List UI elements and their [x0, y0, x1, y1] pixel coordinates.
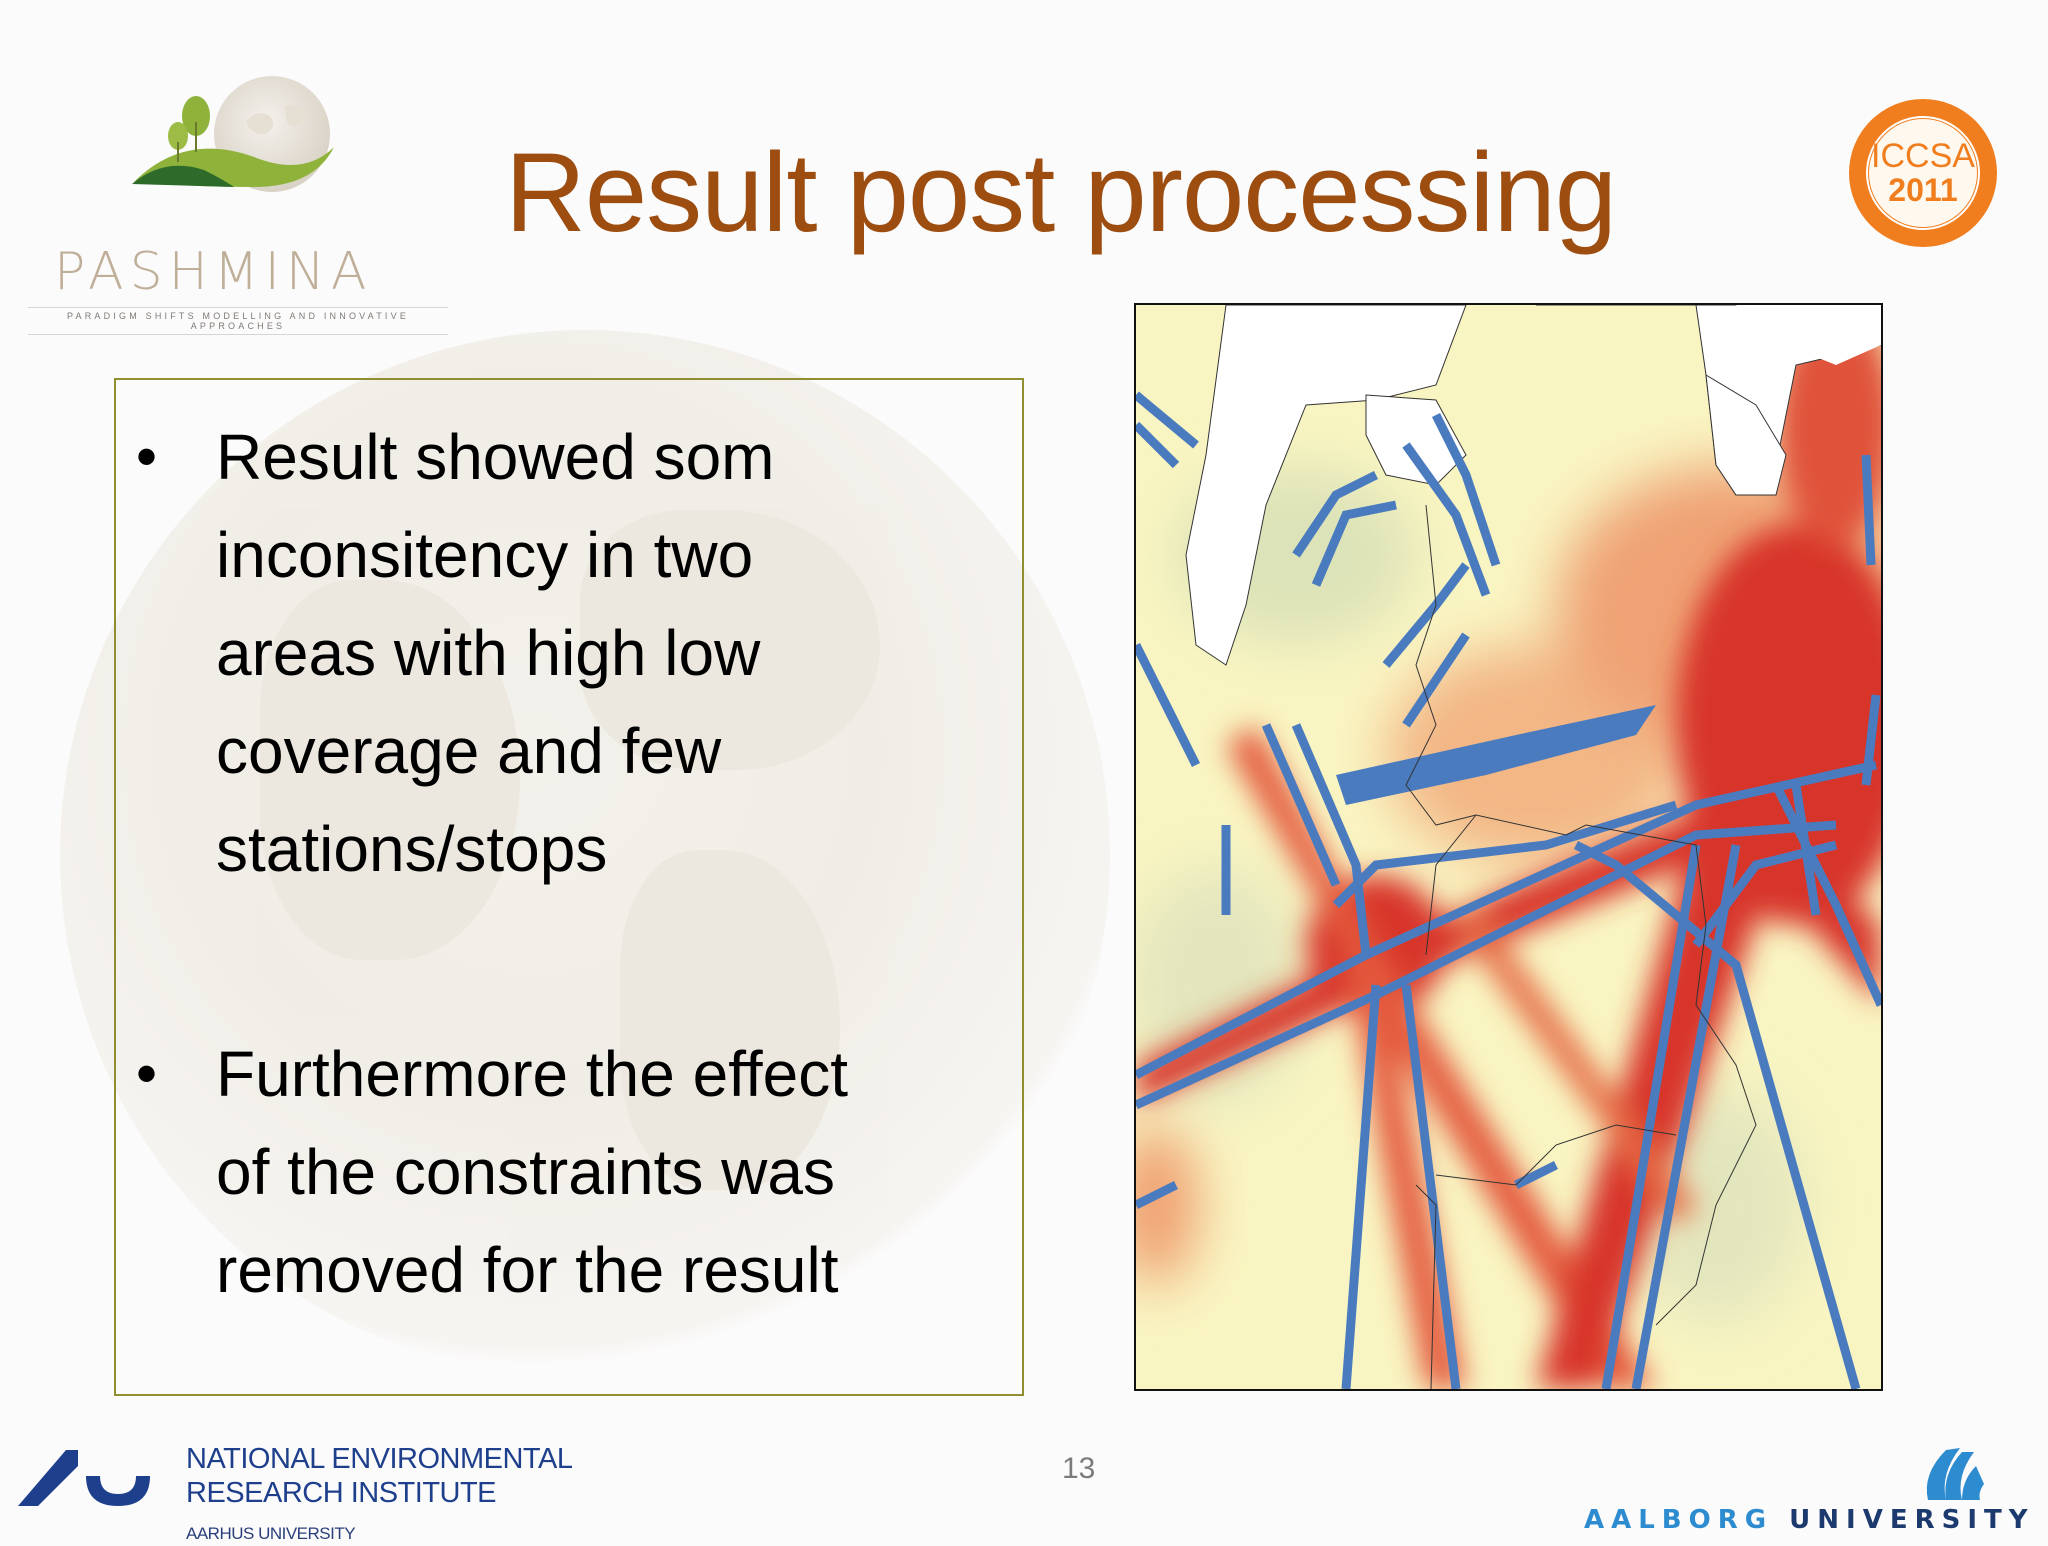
aalborg-university-wordmark: AALBORG UNIVERSITY — [1584, 1505, 2035, 1535]
page-number: 13 — [1062, 1452, 1096, 1485]
svg-text:ICCSA: ICCSA — [1871, 137, 1975, 175]
pashmina-emblem-icon — [132, 76, 334, 192]
neri-line-1: NATIONAL ENVIRONMENTAL — [186, 1443, 573, 1475]
heat-map-raster — [1136, 305, 1881, 1389]
bullet-dot-icon: • — [136, 423, 158, 490]
bullet-line: Furthermore the effect — [216, 1038, 848, 1110]
bullet-dot-icon: • — [136, 1040, 158, 1107]
neri-line-2: RESEARCH INSTITUTE — [186, 1477, 497, 1509]
aarhus-university-label: AARHUS UNIVERSITY — [186, 1524, 356, 1543]
aalborg-university-emblem-icon — [1926, 1448, 1984, 1500]
bullet-line: of the constraints was — [216, 1136, 835, 1208]
iccsa-badge-icon: ICCSA 2011 — [1849, 99, 1997, 247]
globe-watermark — [60, 330, 1110, 1380]
bullet-line: stations/stops — [216, 813, 608, 885]
aalborg-word: AALBORG — [1584, 1505, 1774, 1535]
university-word: UNIVERSITY — [1789, 1505, 2035, 1535]
bullet-text-box: • Result showed som inconsitency in two … — [114, 378, 1024, 1396]
bullet-line: Result showed som — [216, 421, 775, 493]
bullet-line: removed for the result — [216, 1234, 839, 1306]
bullet-line: areas with high low — [216, 617, 761, 689]
pashmina-logo: PASHMINA PARADIGM SHIFTS MODELLING AND I… — [14, 62, 448, 335]
aarhus-university-logo-icon — [18, 1450, 150, 1506]
bullet-line: coverage and few — [216, 715, 722, 787]
pashmina-wordmark: PASHMINA — [54, 242, 373, 302]
svg-text:2011: 2011 — [1888, 172, 1957, 208]
pashmina-tagline: PARADIGM SHIFTS MODELLING AND INNOVATIVE… — [28, 307, 448, 335]
coverage-heat-map — [1134, 303, 1883, 1391]
slide-title: Result post processing — [505, 130, 1617, 255]
neri-logo-text: NATIONAL ENVIRONMENTAL RESEARCH INSTITUT… — [186, 1442, 573, 1546]
bullet-line: inconsitency in two — [216, 519, 754, 591]
